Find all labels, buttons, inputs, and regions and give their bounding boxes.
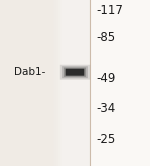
Text: -117: -117 xyxy=(96,4,123,17)
Bar xyxy=(49,0,101,166)
FancyBboxPatch shape xyxy=(62,66,88,78)
Bar xyxy=(56,0,94,166)
Bar xyxy=(60,0,90,166)
Text: Dab1-: Dab1- xyxy=(14,67,45,77)
Bar xyxy=(51,0,99,166)
Text: -34: -34 xyxy=(96,102,115,115)
Bar xyxy=(61,0,88,166)
Bar xyxy=(54,0,96,166)
Text: -85: -85 xyxy=(96,31,115,44)
Bar xyxy=(58,0,92,166)
FancyBboxPatch shape xyxy=(60,65,90,80)
Bar xyxy=(52,0,98,166)
Text: -49: -49 xyxy=(96,72,115,84)
Bar xyxy=(0,0,90,166)
Text: -25: -25 xyxy=(96,133,115,146)
FancyBboxPatch shape xyxy=(66,69,84,76)
Bar xyxy=(90,0,150,166)
FancyBboxPatch shape xyxy=(64,68,86,77)
